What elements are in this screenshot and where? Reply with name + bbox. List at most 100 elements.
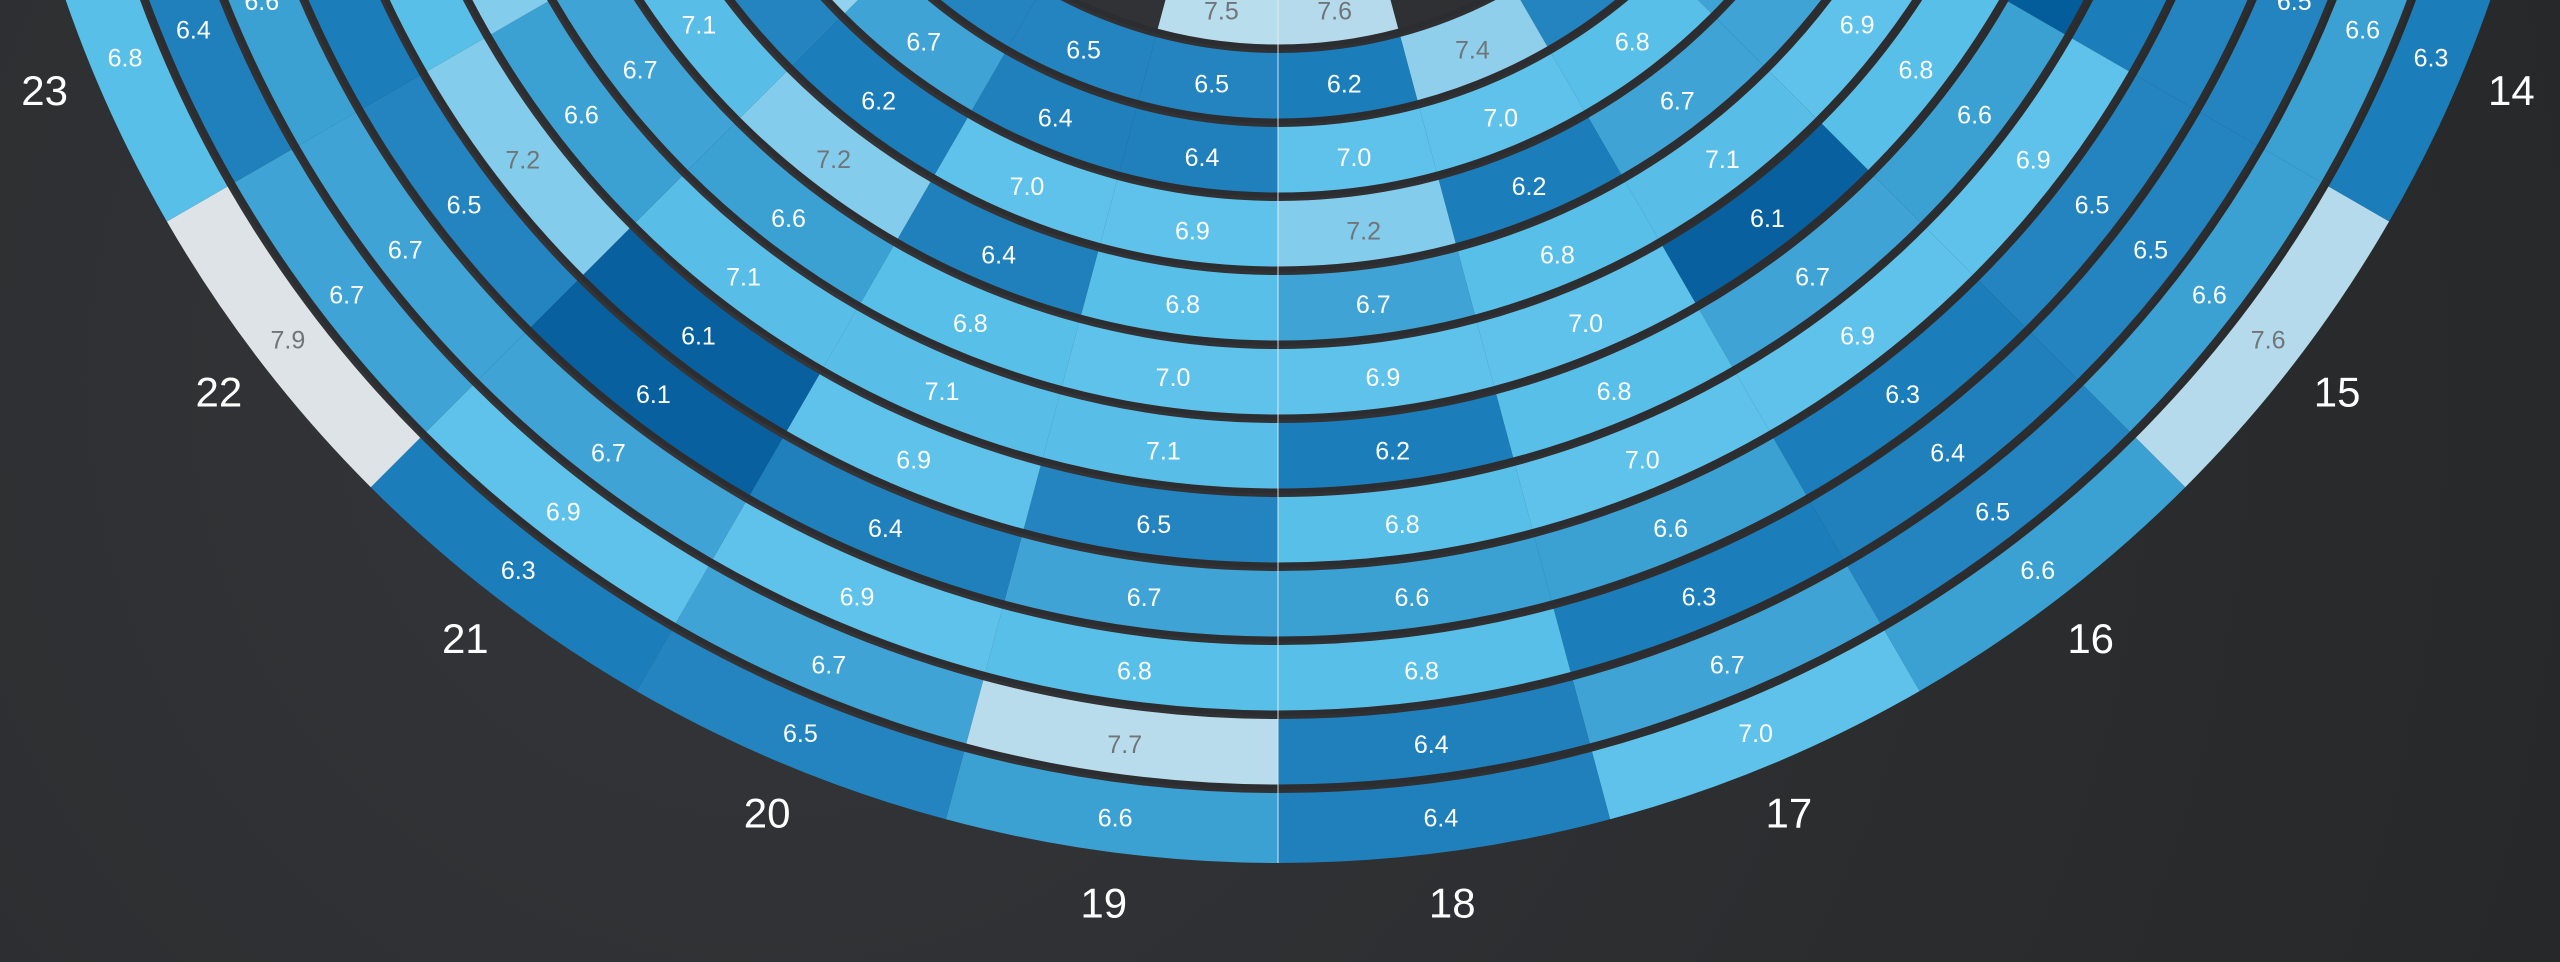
heat-segment [2264, 0, 2412, 185]
segment-value-label: 6.6 [2020, 557, 2055, 585]
segment-value-label: 7.0 [1483, 105, 1518, 133]
segment-value-label: 7.4 [1455, 36, 1490, 64]
segment-value-label: 6.2 [1327, 71, 1362, 99]
heat-segment [933, 0, 1036, 51]
heat-segment [1773, 280, 2029, 499]
heat-segment [1520, 0, 1623, 51]
segment-value-label: 6.8 [1117, 658, 1152, 686]
segment-value-label: 7.1 [1705, 146, 1740, 174]
heat-segment [784, 374, 1041, 534]
heat-segment [684, 123, 894, 307]
heat-segment [1137, 36, 1278, 123]
heat-segment [747, 438, 1022, 605]
hour-label-16: 16 [2067, 615, 2114, 662]
heat-segment [638, 0, 787, 121]
segment-value-label: 6.7 [811, 652, 846, 680]
segment-value-label: 6.5 [783, 720, 818, 748]
heat-segment [1625, 71, 1819, 243]
heat-segment [1278, 36, 1419, 123]
heat-segment [673, 566, 984, 748]
segment-value-label: 6.4 [1424, 804, 1459, 832]
heat-segment [821, 310, 1060, 462]
segment-value-label: 6.8 [1898, 56, 1933, 84]
segment-value-label: 6.8 [1540, 241, 1575, 269]
heat-segment [1419, 53, 1587, 176]
segment-value-label: 7.0 [1010, 173, 1045, 201]
segment-value-label: 6.3 [2414, 45, 2449, 73]
segment-value-label: 7.7 [1107, 731, 1142, 759]
heat-segment [384, 0, 484, 74]
segment-value-label: 6.6 [1098, 804, 1133, 832]
segment-value-label: 6.4 [176, 16, 211, 44]
heat-segment [487, 1, 682, 226]
segment-value-label: 7.0 [1625, 447, 1660, 475]
segment-value-label: 6.2 [861, 87, 896, 115]
segment-value-label: 6.5 [2133, 237, 2168, 265]
heat-segment [2008, 0, 2089, 37]
heat-segment [932, 117, 1118, 248]
heat-segment [1926, 38, 2133, 278]
heat-segment [467, 0, 548, 37]
heat-segment [1717, 0, 1827, 69]
segment-value-label: 6.6 [564, 101, 599, 129]
segment-value-label: 6.8 [1597, 378, 1632, 406]
heat-segment [359, 75, 578, 331]
heat-segment [2136, 0, 2253, 111]
segment-value-label: 7.0 [1156, 364, 1191, 392]
segment-value-label: 6.4 [1414, 731, 1449, 759]
heat-segment [729, 0, 839, 69]
segment-value-label: 6.7 [1795, 264, 1830, 292]
heat-segment [1884, 437, 2186, 692]
segment-value-label: 6.7 [591, 440, 626, 468]
segment-value-label: 6.7 [329, 282, 364, 310]
heat-segment [527, 280, 783, 499]
segment-value-label: 6.8 [1385, 511, 1420, 539]
heat-segment [1457, 181, 1661, 319]
hour-label-23: 23 [21, 67, 68, 114]
heat-segment [1278, 322, 1496, 419]
segment-value-label: 7.6 [1317, 0, 1352, 25]
segment-value-label: 6.9 [1840, 322, 1875, 350]
segment-value-label: 7.2 [1346, 217, 1381, 245]
heat-segment [65, 0, 228, 222]
heat-segment [895, 181, 1099, 319]
heat-segment [580, 228, 820, 435]
segment-value-label: 6.5 [2277, 0, 2312, 16]
heat-segment [1534, 438, 1809, 605]
segment-value-label: 7.6 [2251, 327, 2286, 355]
heat-segment [858, 245, 1079, 391]
segment-value-label: 7.5 [1204, 0, 1239, 25]
segment-value-label: 6.9 [1366, 364, 1401, 392]
heat-segment [789, 19, 968, 179]
heat-segment [1099, 179, 1278, 271]
segment-value-label: 6.7 [1127, 584, 1162, 612]
segment-value-label: 6.5 [1136, 511, 1171, 539]
heat-segment [1810, 333, 2081, 563]
segment-value-label: 6.8 [1615, 29, 1650, 57]
segment-value-label: 6.7 [623, 56, 658, 84]
segment-value-label: 6.6 [1395, 584, 1430, 612]
heat-segment [1006, 0, 1156, 105]
heat-segment [295, 112, 525, 383]
heat-segment [1438, 117, 1624, 248]
heat-segment [1588, 19, 1767, 179]
hour-label-17: 17 [1766, 789, 1813, 836]
segment-value-label: 6.9 [1840, 11, 1875, 39]
heat-segment [1572, 566, 1883, 748]
heat-segment [2200, 0, 2333, 148]
segment-value-label: 6.4 [1930, 440, 1965, 468]
heat-segment [423, 38, 630, 278]
segment-value-label: 7.2 [505, 147, 540, 175]
segment-value-label: 6.5 [2075, 192, 2110, 220]
heat-segment [370, 437, 672, 692]
value-labels-layer: 6.3 6.3 7.6 6.6 7.0 6.4 6.6 6.5 6.3 7.9 6.8 7.0 6.5 6… [108, 0, 2449, 832]
heat-segment [2328, 0, 2491, 222]
heat-segment [1874, 1, 2069, 226]
heat-segment [1553, 502, 1846, 677]
ring-separators [1277, 0, 1279, 863]
segment-value-label: 7.1 [925, 378, 960, 406]
segment-value-label: 6.6 [244, 0, 279, 16]
heat-segment [1847, 385, 2133, 628]
heat-segment [2083, 149, 2326, 435]
